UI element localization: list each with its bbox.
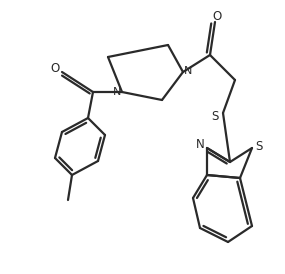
- Text: O: O: [212, 10, 222, 24]
- Text: N: N: [113, 87, 121, 97]
- Text: N: N: [184, 66, 192, 76]
- Text: O: O: [50, 62, 60, 76]
- Text: N: N: [196, 138, 204, 152]
- Text: S: S: [211, 110, 219, 122]
- Text: S: S: [255, 139, 263, 153]
